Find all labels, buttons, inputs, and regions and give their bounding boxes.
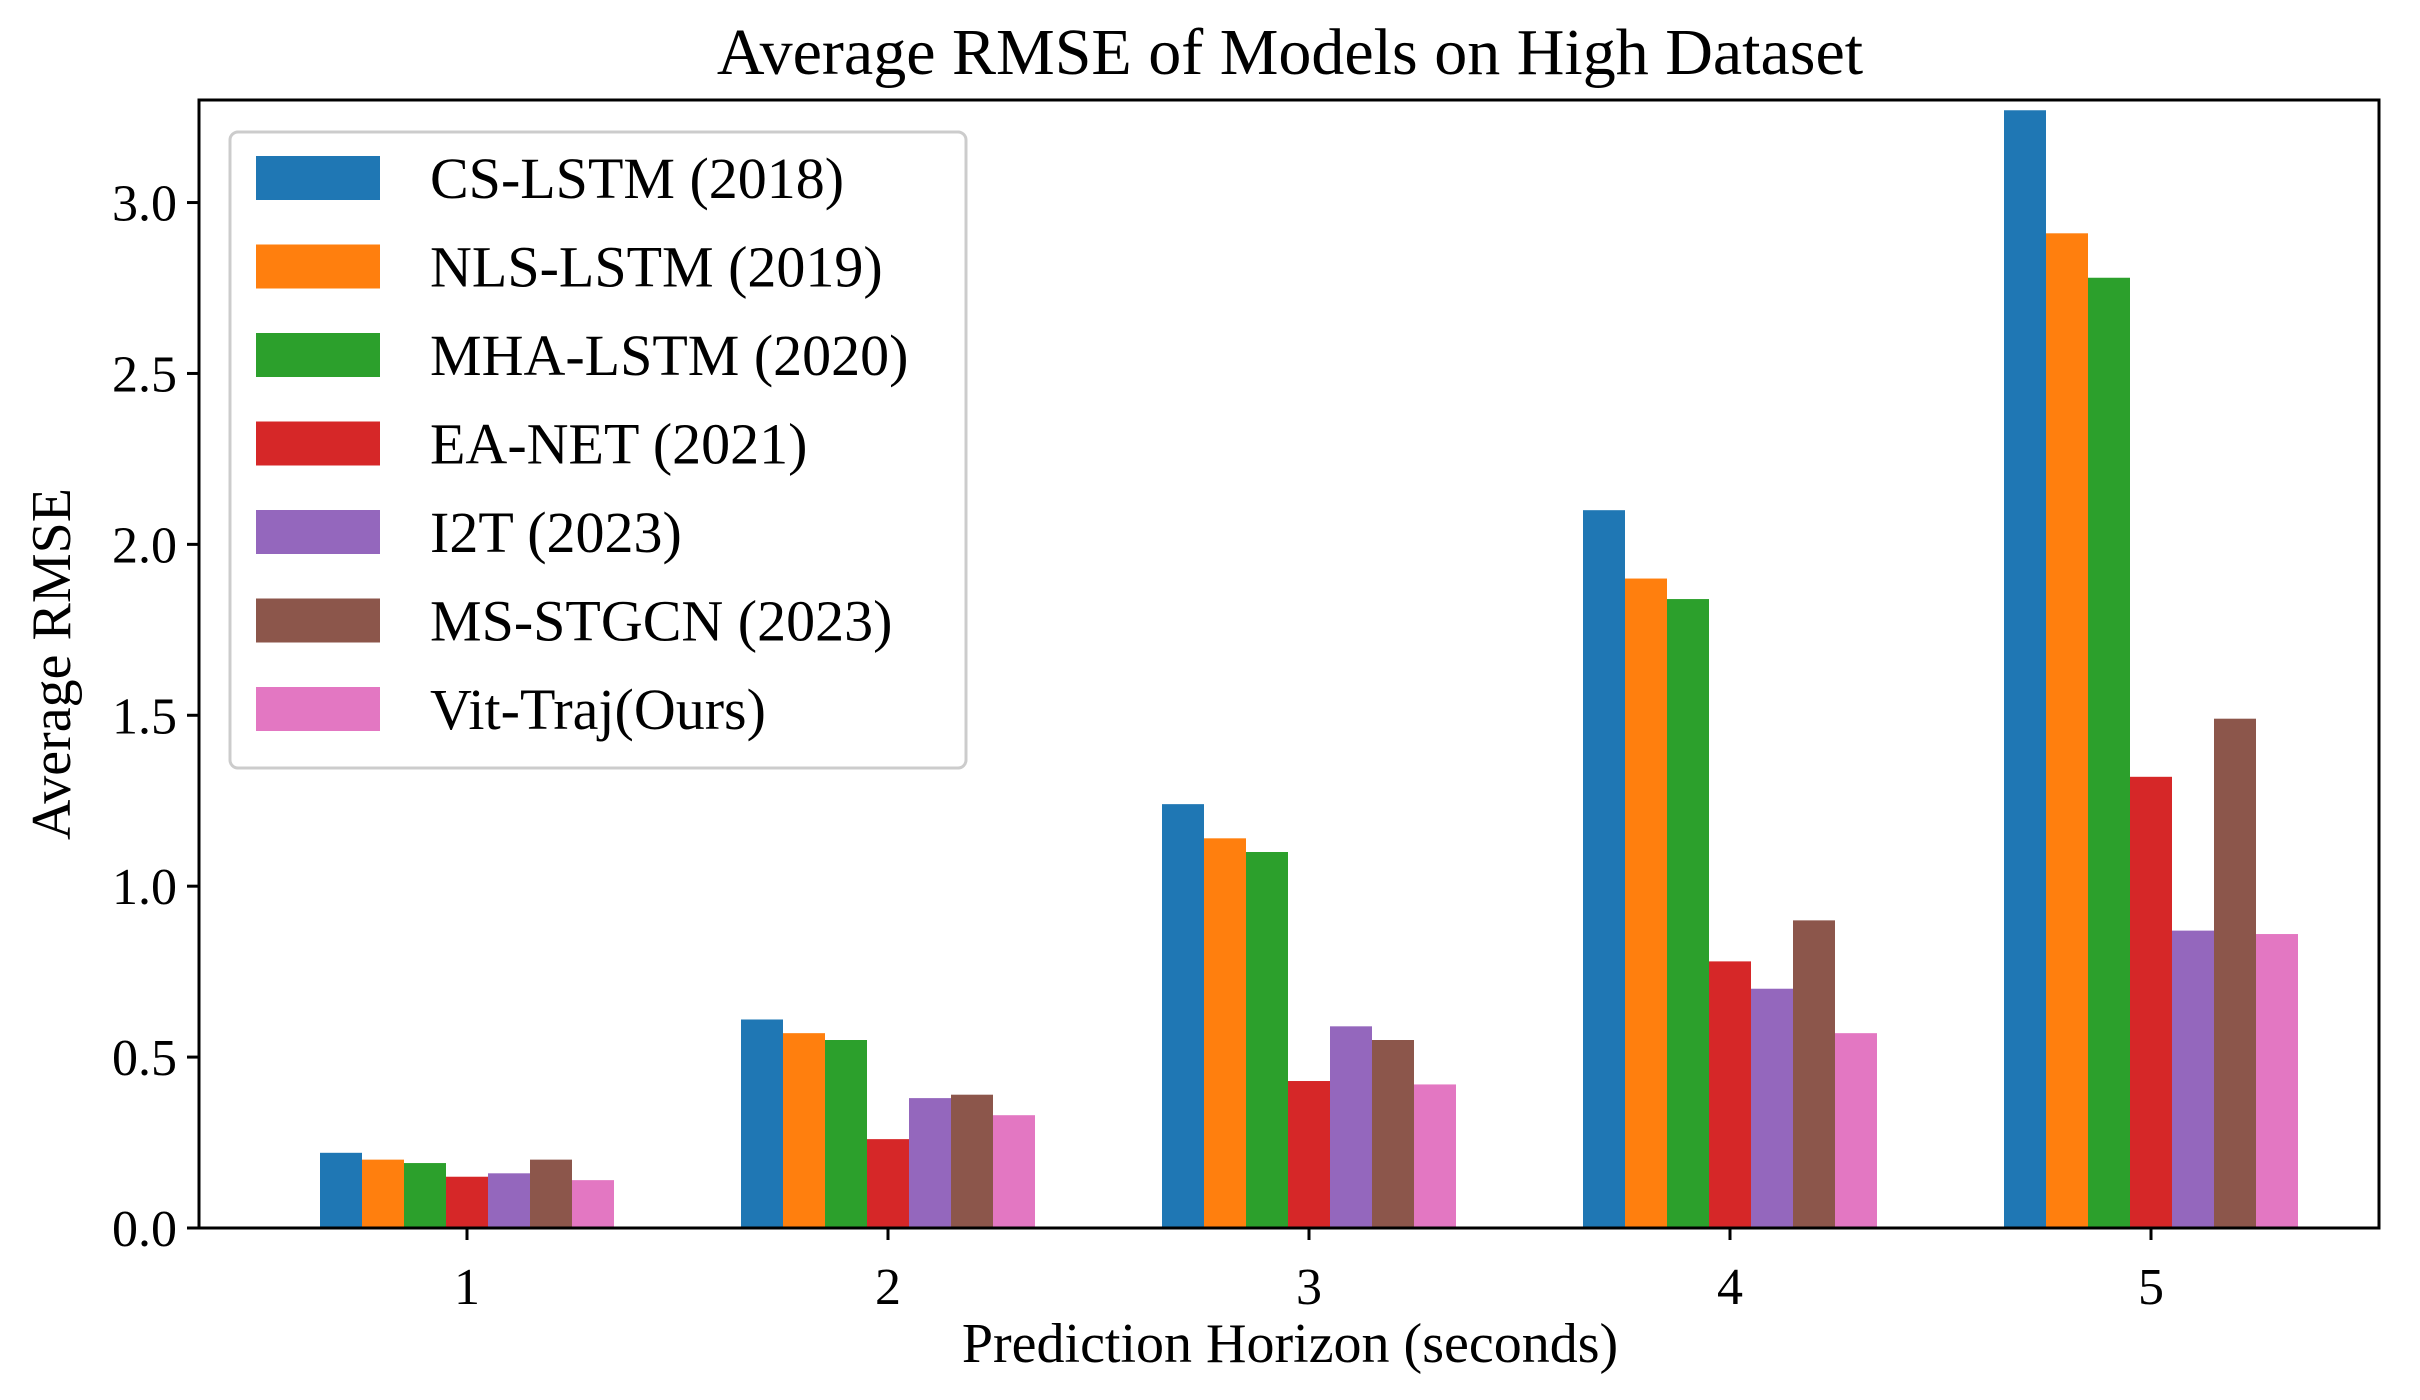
y-tick-label: 0.0 bbox=[112, 1201, 177, 1258]
bar-nls-lstm-2019-h5 bbox=[2046, 233, 2088, 1229]
bar-mha-lstm-2020-h2 bbox=[825, 1040, 867, 1228]
bar-ms-stgcn-2023-h1 bbox=[530, 1159, 572, 1228]
legend-swatch bbox=[256, 244, 380, 289]
bar-mha-lstm-2020-h1 bbox=[404, 1163, 446, 1228]
y-tick-label: 2.5 bbox=[112, 346, 177, 403]
plot-frame bbox=[197, 98, 2381, 1230]
bar-ms-stgcn-2023-h4 bbox=[1793, 920, 1835, 1228]
bar-mha-lstm-2020-h3 bbox=[1246, 852, 1288, 1228]
bar-ms-stgcn-2023-h3 bbox=[1372, 1040, 1414, 1228]
bar-vit-traj-ours-h4 bbox=[1835, 1033, 1877, 1228]
x-tick-label: 1 bbox=[454, 1259, 480, 1316]
bar-vit-traj-ours-h1 bbox=[572, 1180, 614, 1228]
bar-ea-net-2021-h1 bbox=[446, 1176, 488, 1228]
legend-swatch bbox=[256, 333, 380, 377]
bar-vit-traj-ours-h5 bbox=[2256, 934, 2298, 1228]
bar-cs-lstm-2018-h4 bbox=[1583, 510, 1625, 1228]
bar-vit-traj-ours-h3 bbox=[1414, 1084, 1456, 1228]
bar-i2t-2023-h2 bbox=[909, 1098, 951, 1228]
bar-nls-lstm-2019-h2 bbox=[783, 1033, 825, 1228]
x-tick-label: 2 bbox=[875, 1259, 901, 1316]
legend-label: CS-LSTM (2018) bbox=[430, 146, 844, 211]
legend-swatch bbox=[256, 510, 380, 554]
x-tick-label: 5 bbox=[2138, 1259, 2164, 1316]
bar-ea-net-2021-h4 bbox=[1709, 961, 1751, 1228]
legend-swatch bbox=[256, 598, 380, 643]
bar-nls-lstm-2019-h3 bbox=[1204, 838, 1246, 1228]
legend: CS-LSTM (2018) NLS-LSTM (2019) MHA-LSTM (2… bbox=[228, 130, 968, 770]
bar-ms-stgcn-2023-h5 bbox=[2214, 718, 2256, 1228]
bar-mha-lstm-2020-h4 bbox=[1667, 599, 1709, 1228]
legend-swatch bbox=[256, 421, 380, 466]
bars-group bbox=[320, 110, 2298, 1229]
bar-ea-net-2021-h5 bbox=[2130, 776, 2172, 1228]
bar-mha-lstm-2020-h5 bbox=[2088, 277, 2130, 1228]
y-tick-label: 2.0 bbox=[112, 517, 177, 574]
legend-swatch bbox=[256, 687, 380, 731]
legend-label: EA-NET (2021) bbox=[430, 412, 807, 477]
x-axis: 1 2 3 4 5 bbox=[454, 1228, 2164, 1316]
bar-ea-net-2021-h3 bbox=[1288, 1081, 1330, 1228]
bar-i2t-2023-h4 bbox=[1751, 988, 1793, 1228]
legend-label: Vit-Traj(Ours) bbox=[430, 677, 766, 742]
y-tick-label: 1.0 bbox=[112, 859, 177, 916]
legend-label: I2T (2023) bbox=[430, 500, 682, 565]
legend-swatch bbox=[256, 156, 380, 200]
x-tick-label: 4 bbox=[1717, 1259, 1743, 1316]
bar-cs-lstm-2018-h2 bbox=[741, 1019, 783, 1228]
bar-i2t-2023-h5 bbox=[2172, 930, 2214, 1228]
bar-ms-stgcn-2023-h2 bbox=[951, 1094, 993, 1228]
legend-frame bbox=[228, 130, 968, 770]
bar-ea-net-2021-h2 bbox=[867, 1139, 909, 1228]
bar-i2t-2023-h3 bbox=[1330, 1026, 1372, 1228]
bar-i2t-2023-h1 bbox=[488, 1173, 530, 1228]
legend-label: MS-STGCN (2023) bbox=[430, 589, 892, 654]
x-axis-label: Prediction Horizon (seconds) bbox=[962, 1313, 1618, 1375]
bar-vit-traj-ours-h2 bbox=[993, 1115, 1035, 1228]
y-tick-label: 0.5 bbox=[112, 1030, 177, 1087]
y-axis: 0.0 0.5 1.0 1.5 2.0 2.5 3.0 bbox=[112, 176, 199, 1258]
bar-cs-lstm-2018-h5 bbox=[2004, 110, 2046, 1229]
x-tick-label: 3 bbox=[1296, 1259, 1322, 1316]
bar-cs-lstm-2018-h3 bbox=[1162, 804, 1204, 1228]
bar-nls-lstm-2019-h1 bbox=[362, 1159, 404, 1228]
bar-cs-lstm-2018-h1 bbox=[320, 1152, 362, 1228]
legend-label: MHA-LSTM (2020) bbox=[430, 323, 908, 388]
y-axis-label: Average RMSE bbox=[21, 488, 83, 840]
legend-label: NLS-LSTM (2019) bbox=[430, 235, 883, 300]
chart-title: Average RMSE of Models on High Dataset bbox=[717, 16, 1863, 89]
bar-nls-lstm-2019-h4 bbox=[1625, 578, 1667, 1228]
y-tick-label: 1.5 bbox=[112, 688, 177, 745]
y-tick-label: 3.0 bbox=[112, 176, 177, 233]
